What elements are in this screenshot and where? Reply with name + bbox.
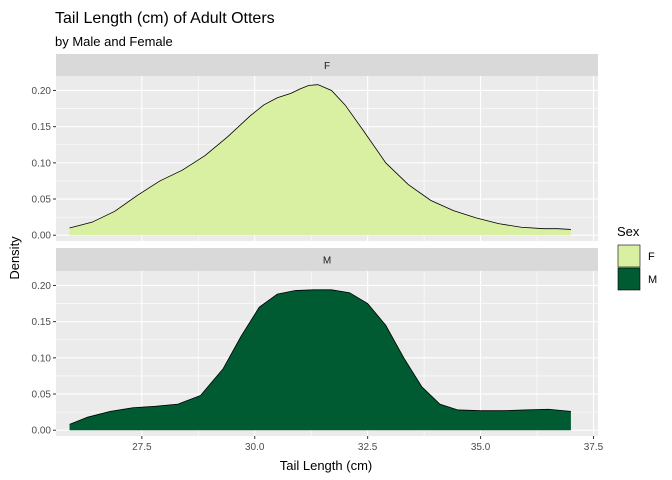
x-tick-label: 27.5 <box>132 442 152 453</box>
y-axis-title: Density <box>7 236 22 280</box>
facet-strip-label: F <box>324 61 330 72</box>
y-tick-label: 0.15 <box>32 122 52 133</box>
facet-panel-F: F 0.00 0.05 0.10 0.15 0.20 <box>32 54 598 242</box>
y-tick-label: 0.00 <box>32 426 52 437</box>
chart-subtitle: by Male and Female <box>55 34 173 49</box>
x-tick-label: 35.0 <box>471 442 491 453</box>
facet-strip <box>56 54 598 76</box>
legend-title: Sex <box>617 224 640 239</box>
chart-title: Tail Length (cm) of Adult Otters <box>55 10 275 27</box>
y-tick-label: 0.20 <box>32 281 52 292</box>
x-tick-label: 30.0 <box>245 442 265 453</box>
facet-panel-M: M 0.00 0.05 0.10 0.15 0.20 <box>32 248 598 437</box>
legend-key-F <box>617 244 641 268</box>
x-axis: 27.5 30.0 32.5 35.0 37.5 <box>132 436 604 453</box>
x-tick-label: 37.5 <box>584 442 604 453</box>
facet-strip-label: M <box>323 256 331 267</box>
y-tick-label: 0.10 <box>32 158 52 169</box>
density-area-F <box>69 84 571 236</box>
x-axis-title: Tail Length (cm) <box>280 458 372 473</box>
facet-panels: F 0.00 0.05 0.10 0.15 0.20 M 0.00 0.05 0.10 0.15 0.… <box>32 54 598 437</box>
legend-label-M: M <box>648 274 657 286</box>
x-tick-label: 32.5 <box>358 442 378 453</box>
y-tick-label: 0.10 <box>32 353 52 364</box>
legend-label-F: F <box>648 251 655 263</box>
y-tick-label: 0.15 <box>32 317 52 328</box>
y-tick-label: 0.05 <box>32 195 52 206</box>
density-outline-M <box>69 289 571 425</box>
legend-key-M <box>617 267 641 291</box>
density-outline-F <box>69 84 571 230</box>
y-tick-label: 0.20 <box>32 86 52 97</box>
y-tick-label: 0.00 <box>32 231 52 242</box>
y-tick-label: 0.05 <box>32 390 52 401</box>
density-area-M <box>69 289 571 431</box>
facet-strip <box>56 248 598 271</box>
legend: Sex FM <box>617 224 657 291</box>
